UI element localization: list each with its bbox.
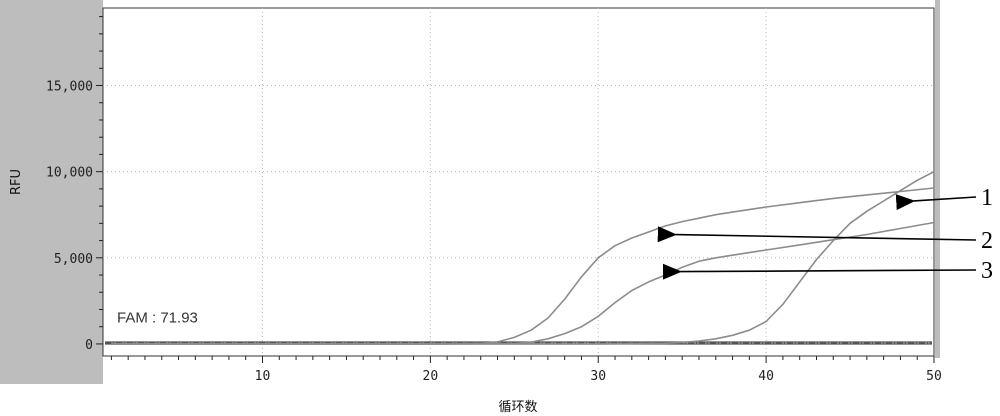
y-tick-label: 5,000 [54, 252, 93, 267]
right-edge-strip [935, 0, 940, 358]
x-tick-label: 10 [255, 369, 271, 384]
y-tick-label: 10,000 [46, 166, 93, 181]
annotation-label-3: 3 [981, 258, 993, 284]
x-tick-label: 50 [926, 369, 942, 384]
plot-area [103, 8, 934, 356]
x-tick-label: 30 [590, 369, 606, 384]
x-axis-label: 循环数 [498, 400, 537, 415]
bottom-axis-panel [0, 384, 940, 416]
y-axis-label: RFU [9, 169, 24, 195]
y-tick-label: 0 [85, 338, 93, 353]
left-axis-panel [0, 0, 103, 416]
x-tick-label: 40 [758, 369, 774, 384]
threshold-label: FAM : 71.93 [117, 310, 198, 327]
x-tick-label: 20 [423, 369, 439, 384]
annotation-label-2: 2 [981, 228, 993, 254]
y-tick-label: 15,000 [46, 80, 93, 95]
annotation-label-1: 1 [981, 185, 993, 211]
